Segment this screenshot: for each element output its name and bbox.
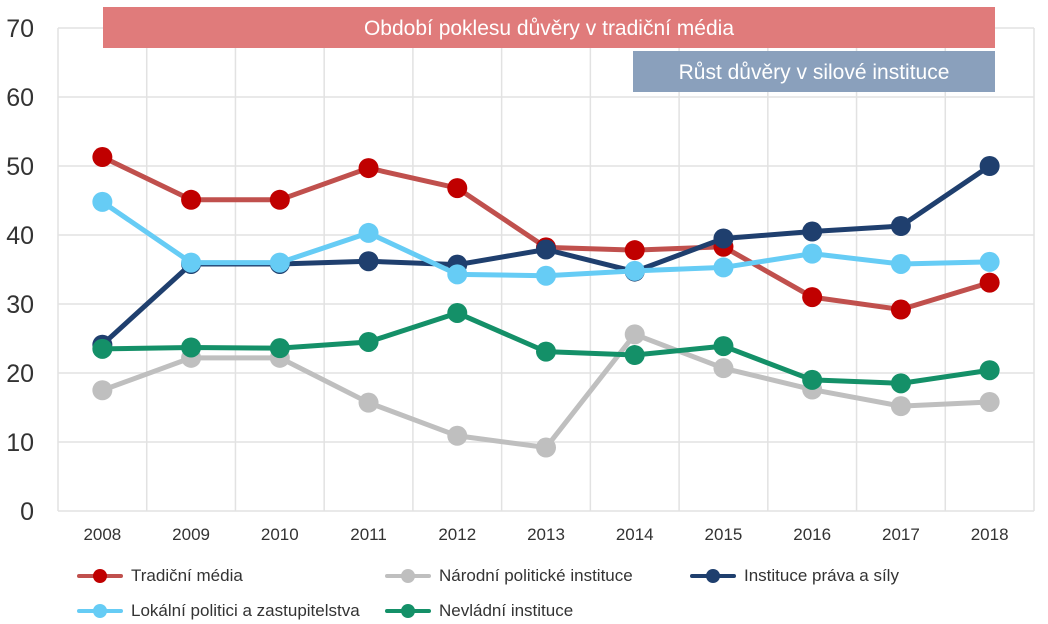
data-point [979, 156, 1000, 176]
data-point [92, 191, 113, 212]
data-point [624, 324, 645, 345]
data-point [624, 345, 645, 366]
data-point [979, 251, 1000, 272]
data-point [269, 189, 290, 210]
data-point [358, 222, 379, 243]
legend-swatch [383, 598, 433, 624]
x-tick-label: 2014 [616, 525, 654, 544]
x-tick-label: 2012 [438, 525, 476, 544]
x-tick-label: 2010 [261, 525, 299, 544]
data-point [713, 358, 734, 379]
data-point [802, 243, 823, 264]
data-point [713, 257, 734, 278]
data-point [181, 252, 202, 273]
data-point [447, 178, 468, 199]
y-tick-label: 70 [6, 15, 34, 43]
data-point [181, 189, 202, 210]
legend-swatch [688, 563, 738, 589]
series-4 [92, 191, 1000, 286]
annotation-bands: Období poklesu důvěry v tradiční média Rů… [103, 7, 995, 92]
data-point [890, 216, 911, 237]
x-tick-label: 2018 [971, 525, 1009, 544]
x-tick-label: 2016 [793, 525, 831, 544]
series-1 [92, 147, 1000, 320]
x-tick-label: 2009 [172, 525, 210, 544]
x-tick-label: 2008 [83, 525, 121, 544]
data-point [358, 392, 379, 413]
series-5 [92, 302, 1000, 394]
data-point [979, 272, 1000, 293]
y-tick-label: 30 [6, 291, 34, 319]
data-point [890, 299, 911, 320]
annotation-band [103, 7, 995, 48]
x-tick-label: 2011 [350, 525, 387, 544]
gridlines [57, 27, 1035, 512]
legend-label: Národní politické instituce [439, 566, 633, 585]
data-point [92, 147, 113, 168]
line-chart: 0 10 20 30 40 50 60 70 2008 2009 2010 2011 2012 2013… [6, 7, 1035, 544]
data-point [802, 369, 823, 390]
data-point [890, 373, 911, 394]
annotation-text: Růst důvěry v silové instituce [679, 61, 950, 84]
data-point [269, 338, 290, 359]
data-point [979, 360, 1000, 381]
data-point [979, 391, 1000, 412]
y-tick-label: 60 [6, 84, 34, 112]
y-tick-label: 10 [6, 429, 34, 457]
annotation-text: Období poklesu důvěry v tradiční média [364, 17, 734, 40]
x-axis: 2008 2009 2010 2011 2012 2013 2014 2015 2016 2017… [83, 525, 1008, 544]
data-point [890, 253, 911, 274]
data-point [536, 437, 556, 458]
legend-swatch [75, 598, 125, 624]
legend-swatch [75, 563, 125, 589]
annotation-band [633, 51, 995, 92]
data-point [269, 252, 290, 273]
y-tick-label: 20 [6, 360, 34, 388]
legend-label: Lokální politici a zastupitelstva [131, 601, 360, 620]
legend-item: Národní politické instituce [383, 563, 633, 589]
data-point [713, 228, 734, 249]
y-axis: 0 10 20 30 40 50 60 70 [6, 15, 34, 526]
data-point [802, 287, 823, 308]
legend-item: Lokální politici a zastupitelstva [75, 598, 360, 624]
data-point [624, 260, 645, 281]
x-tick-label: 2013 [527, 525, 565, 544]
data-point [447, 264, 468, 285]
series-3 [92, 156, 1000, 355]
data-point [802, 221, 823, 242]
y-tick-label: 40 [6, 222, 34, 250]
data-point [536, 265, 556, 286]
legend-item: Nevládní instituce [383, 598, 573, 624]
data-point [447, 425, 468, 446]
legend-item: Tradiční média [75, 563, 243, 589]
legend-label: Nevládní instituce [439, 601, 574, 620]
series-group [92, 147, 1000, 458]
legend-swatch [383, 563, 433, 589]
data-point [713, 336, 734, 357]
x-tick-label: 2015 [705, 525, 743, 544]
x-tick-label: 2017 [882, 525, 920, 544]
data-point [181, 337, 202, 358]
data-point [358, 158, 379, 179]
data-point [92, 338, 113, 359]
data-point [624, 240, 645, 261]
data-point [447, 302, 468, 323]
data-point [890, 396, 911, 417]
data-point [536, 341, 556, 362]
legend-item: Instituce práva a síly [688, 563, 899, 589]
data-point [536, 239, 556, 260]
data-point [358, 251, 379, 272]
data-point [358, 331, 379, 352]
y-tick-label: 0 [20, 498, 34, 526]
data-point [92, 380, 113, 401]
legend: Tradiční média Národní politické instituc… [0, 560, 1048, 621]
legend-label: Tradiční média [131, 566, 243, 585]
y-tick-label: 50 [6, 153, 34, 181]
legend-label: Instituce práva a síly [744, 566, 899, 585]
